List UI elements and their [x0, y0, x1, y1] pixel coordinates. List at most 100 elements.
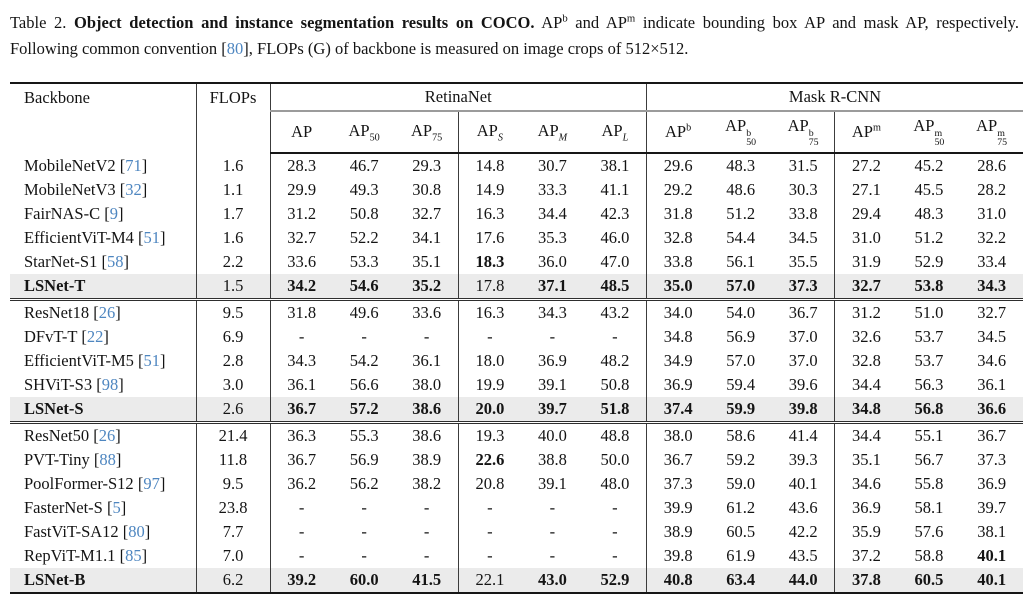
col-header-metric: AP b 75 — [772, 111, 835, 155]
metric-cell: 49.6 — [332, 298, 396, 326]
metric-cell: - — [549, 522, 556, 542]
metric-cell: 48.3 — [726, 156, 756, 176]
citation-link[interactable]: 97 — [143, 474, 160, 494]
metric-supsub: m 75 — [997, 128, 1008, 148]
flops-cell: 1.6 — [195, 226, 270, 251]
col-header-maskrcnn: Mask R-CNN — [646, 83, 1023, 113]
flops-cell: 7.0 — [195, 544, 270, 569]
metric-sub: 50 — [369, 131, 380, 143]
bracket: ] — [123, 252, 129, 272]
bracket: [ — [97, 252, 107, 272]
citation-link[interactable]: 22 — [86, 327, 104, 347]
metric-sup: m — [872, 122, 881, 134]
metric-sup: b — [808, 127, 814, 139]
metric-cell: 59.9 — [726, 399, 756, 419]
citation-link[interactable]: 71 — [125, 155, 142, 175]
caption-superscript: b — [562, 12, 568, 25]
metric-cell: 39.9 — [646, 496, 710, 521]
backbone-cell: SHViT-S3 [98] — [10, 373, 196, 397]
backbone-name: LSNet-T — [24, 276, 86, 296]
metric-cell: 51.2 — [726, 204, 756, 224]
metric-sub: 50 — [746, 136, 757, 148]
citation-link[interactable]: 58 — [106, 252, 124, 272]
metric-cell: 52.9 — [600, 570, 630, 590]
metric-cell: 14.9 — [457, 178, 521, 203]
table-row: LSNet-T 1.5 34.2 54.6 35.2 17.8 37.1 48.5 35.0 57… — [10, 274, 1023, 300]
citation-link[interactable]: 80 — [226, 38, 244, 58]
metric-cell: 14.8 — [457, 153, 521, 179]
metric-cell: 40.1 — [977, 570, 1007, 590]
table-row: StarNet-S1 [58] 2.2 33.6 53.3 35.1 18.3 36.0 47… — [10, 250, 1023, 275]
metric-cell: 58.6 — [709, 421, 772, 449]
metric-cell: 39.2 — [269, 568, 333, 594]
metric-cell: 41.4 — [772, 421, 835, 449]
metric-cell: 40.1 — [788, 474, 818, 494]
metric-supsub: m 50 — [934, 128, 944, 148]
citation-link[interactable]: 98 — [101, 375, 119, 395]
citation-link[interactable]: 26 — [98, 303, 116, 323]
metric-cell: 34.9 — [646, 349, 710, 374]
metric-cell: 28.6 — [977, 156, 1007, 176]
table-row: PVT-Tiny [88] 11.8 36.7 56.9 38.9 22.6 38.8 50.… — [10, 448, 1023, 473]
citation-link[interactable]: 51 — [143, 228, 161, 248]
metric-cell: - — [549, 327, 556, 347]
metric-sub: 75 — [997, 136, 1008, 148]
backbone-name: FasterNet-S — [24, 498, 103, 518]
table-caption: Table 2. Object detection and instance s… — [10, 10, 1019, 61]
bracket: [ — [102, 498, 113, 518]
col-header-metric: APM — [521, 111, 584, 155]
metric-cell: 20.0 — [457, 397, 521, 423]
table-row: EfficientViT-M5 [51] 2.8 34.3 54.2 36.1 18.0 3… — [10, 349, 1023, 374]
bracket: [ — [133, 228, 144, 248]
citation-link[interactable]: 5 — [112, 498, 121, 518]
metric-cell: 43.5 — [788, 546, 818, 566]
citation-link[interactable]: 51 — [143, 351, 161, 371]
metric-cell: 55.3 — [332, 421, 396, 449]
backbone-cell: PoolFormer-S12 [97] — [10, 472, 196, 496]
metric-cell: 50.8 — [600, 375, 630, 395]
metric-cell: 36.1 — [269, 373, 333, 398]
metric-cell: 61.2 — [726, 498, 756, 518]
metric-supsub: b 75 — [808, 127, 819, 148]
metric-cell: 36.7 — [269, 448, 333, 473]
metric-base: AP — [665, 121, 687, 141]
metric-cell: - — [269, 520, 333, 545]
metric-cell: 39.8 — [646, 544, 710, 569]
metric-cell: 57.2 — [349, 399, 379, 419]
col-header-retinanet: RetinaNet — [269, 83, 647, 113]
metric-cell: - — [423, 327, 430, 347]
metric-cell: - — [361, 498, 367, 518]
metric-cell: 19.3 — [457, 421, 521, 449]
metric-cell: 56.9 — [726, 327, 756, 347]
caption-text: AP — [534, 13, 563, 32]
metric-cell: 56.1 — [726, 252, 756, 272]
flops-cell: 21.4 — [195, 421, 270, 449]
metric-cell: 31.2 — [269, 202, 333, 227]
metric-cell: 38.0 — [646, 421, 710, 449]
backbone-cell: LSNet-B — [10, 568, 196, 593]
citation-link[interactable]: 26 — [98, 426, 116, 446]
metric-cell: 38.6 — [412, 399, 442, 419]
metric-cell: 34.3 — [977, 276, 1007, 296]
table-row: FasterNet-S [5] 23.8- - - - - -39.9 61.2 43.6 36.… — [10, 496, 1023, 521]
citation-link[interactable]: 32 — [125, 180, 142, 200]
metric-cell: 54.2 — [349, 351, 379, 371]
metric-cell: 56.6 — [349, 375, 379, 395]
metric-cell: 38.8 — [537, 450, 567, 470]
metric-cell: 20.8 — [457, 472, 521, 497]
flops-cell: 9.5 — [195, 298, 270, 326]
flops-cell: 6.2 — [195, 568, 270, 594]
citation-link[interactable]: 80 — [128, 522, 145, 542]
metric-base: AP — [725, 116, 747, 136]
metric-cell: 56.9 — [349, 450, 379, 470]
citation-link[interactable]: 85 — [125, 546, 142, 566]
metric-cell: 31.8 — [646, 202, 710, 227]
metric-cell: 30.8 — [412, 180, 442, 200]
metric-cell: - — [269, 325, 333, 350]
citation-link[interactable]: 9 — [109, 204, 118, 224]
bracket: [ — [133, 474, 144, 494]
metric-cell: 57.6 — [914, 522, 944, 542]
col-header-metric: AP m 75 — [960, 111, 1023, 155]
metric-cell: 34.4 — [834, 373, 898, 398]
citation-link[interactable]: 88 — [99, 450, 116, 470]
